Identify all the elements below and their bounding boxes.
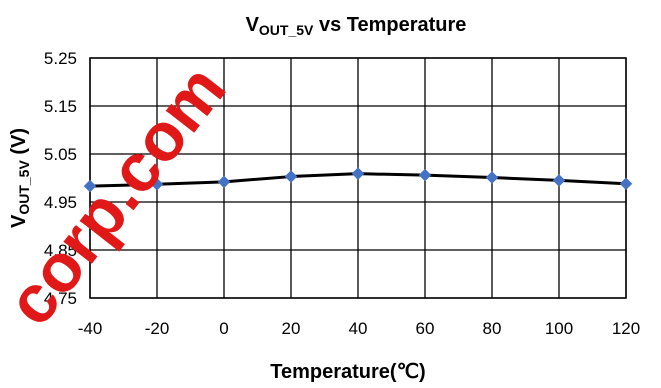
x-tick-label: 20 xyxy=(282,319,301,338)
data-point xyxy=(418,168,432,182)
y-tick-labels: 5.25 5.15 5.05 4.95 4.85 4.75 xyxy=(44,49,77,308)
y-tick-label: 4.85 xyxy=(44,241,77,260)
y-tick-label: 5.05 xyxy=(44,145,77,164)
data-point xyxy=(351,167,365,181)
x-axis-title: Temperature(℃) xyxy=(270,361,425,383)
x-tick-label: 60 xyxy=(416,319,435,338)
data-point xyxy=(83,179,97,193)
data-series xyxy=(83,167,633,193)
y-axis-title: VOUT_5V (V) xyxy=(8,128,32,228)
x-tick-label: 0 xyxy=(219,319,228,338)
x-tick-label: -40 xyxy=(78,319,103,338)
y-tick-label: 4.75 xyxy=(44,289,77,308)
x-tick-label: 120 xyxy=(612,319,640,338)
x-tick-labels: -40 -20 0 20 40 60 80 100 120 xyxy=(78,319,640,338)
data-point xyxy=(552,174,566,187)
data-point xyxy=(619,177,633,191)
x-tick-label: -20 xyxy=(145,319,170,338)
chart-title: VOUT_5V vs Temperature xyxy=(246,14,467,38)
gridlines xyxy=(89,57,627,299)
x-tick-label: 40 xyxy=(349,319,368,338)
y-tick-label: 4.95 xyxy=(44,193,77,212)
x-tick-label: 100 xyxy=(545,319,573,338)
y-tick-label: 5.25 xyxy=(44,49,77,68)
data-point xyxy=(217,175,231,189)
data-point xyxy=(284,170,298,183)
x-tick-label: 80 xyxy=(483,319,502,338)
data-point xyxy=(150,177,164,191)
data-point xyxy=(485,171,499,184)
y-tick-label: 5.15 xyxy=(44,97,77,116)
